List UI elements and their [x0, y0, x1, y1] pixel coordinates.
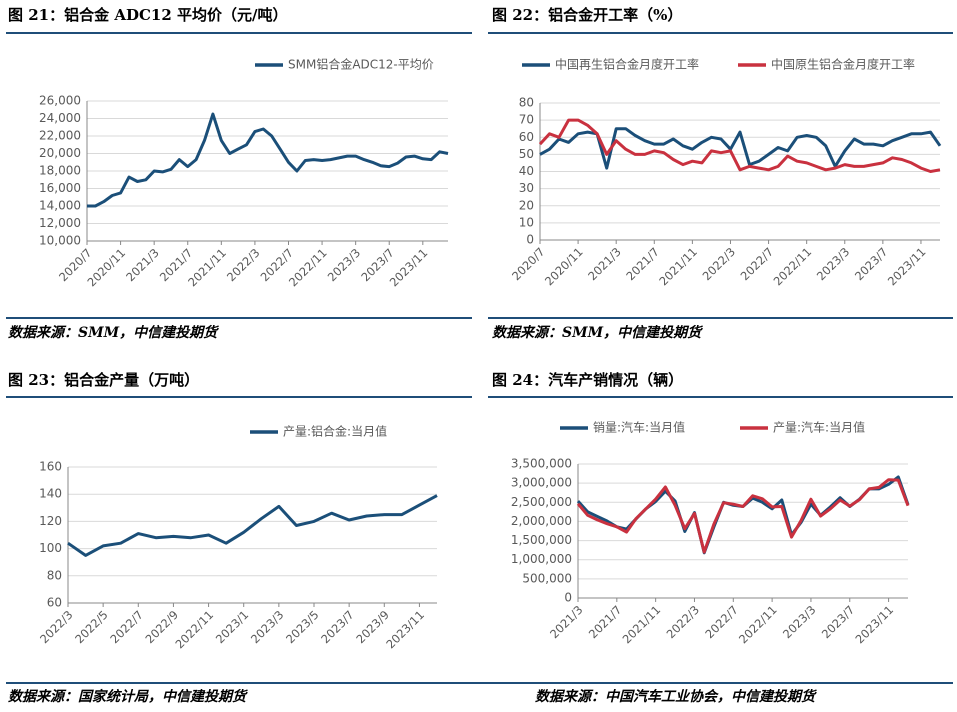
- source-note: 数据来源：中国汽车工业协会，中信建投期货: [535, 688, 817, 705]
- x-tick-label: 2021/11: [656, 245, 700, 289]
- series-line: [576, 475, 910, 555]
- y-tick-label: 80: [47, 568, 62, 582]
- y-tick-label: 140: [39, 487, 62, 501]
- x-tick-label: 2023/3: [780, 603, 819, 642]
- y-tick-label: 100: [39, 541, 62, 555]
- source-note: 数据来源：SMM，中信建投期货: [8, 324, 219, 341]
- y-tick-label: 500,000: [522, 571, 572, 585]
- y-tick-label: 3,000,000: [511, 476, 572, 490]
- source-note: 数据来源：SMM，中信建投期货: [492, 324, 703, 341]
- y-tick-label: 60: [519, 130, 534, 144]
- y-tick-label: 14,000: [39, 199, 81, 213]
- y-tick-label: 120: [39, 514, 62, 528]
- series-line: [539, 127, 942, 170]
- x-tick-label: 2021/3: [123, 246, 162, 285]
- x-tick-label: 2022/11: [172, 608, 216, 652]
- y-tick-label: 2,000,000: [511, 514, 572, 528]
- y-tick-label: 2,500,000: [511, 495, 572, 509]
- y-tick-label: 60: [47, 596, 62, 610]
- legend-label: 中国原生铝合金月度开工率: [771, 57, 915, 72]
- x-tick-label: 2022/3: [700, 245, 739, 284]
- x-tick-label: 2023/11: [383, 608, 427, 652]
- y-tick-label: 10: [519, 215, 534, 229]
- x-tick-label: 2021/3: [547, 603, 586, 642]
- source-note: 数据来源：国家统计局，中信建投期货: [8, 688, 248, 705]
- series-line: [576, 478, 910, 554]
- x-tick-label: 2023/7: [819, 603, 858, 642]
- y-tick-label: 0: [526, 233, 534, 247]
- y-tick-label: 18,000: [39, 164, 81, 178]
- y-tick-label: 50: [519, 147, 534, 161]
- y-tick-label: 20: [519, 198, 534, 212]
- x-tick-label: 2020/11: [542, 245, 586, 289]
- y-tick-label: 12,000: [39, 216, 81, 230]
- y-tick-label: 160: [39, 460, 62, 474]
- x-tick-label: 2023/3: [814, 245, 853, 284]
- y-tick-label: 26,000: [39, 94, 81, 108]
- x-tick-label: 2022/3: [224, 246, 263, 285]
- figure-title: 图 23：铝合金产量（万吨）: [8, 371, 199, 389]
- y-tick-label: 10,000: [39, 234, 81, 248]
- y-tick-label: 1,000,000: [511, 552, 572, 566]
- y-tick-label: 22,000: [39, 129, 81, 143]
- series-line: [67, 494, 438, 557]
- y-tick-label: 16,000: [39, 181, 81, 195]
- y-tick-label: 70: [519, 113, 534, 127]
- x-tick-label: 2023/3: [325, 246, 364, 285]
- x-tick-label: 2022/3: [664, 603, 703, 642]
- y-tick-label: 80: [519, 96, 534, 110]
- legend-label: 产量:铝合金:当月值: [283, 424, 387, 439]
- y-tick-label: 24,000: [39, 111, 81, 125]
- series-line: [87, 112, 449, 208]
- x-tick-label: 2022/11: [736, 603, 780, 647]
- figure-title: 图 21：铝合金 ADC12 平均价（元/吨）: [8, 6, 287, 24]
- y-tick-label: 0: [564, 591, 572, 605]
- x-tick-label: 2023/11: [852, 603, 896, 647]
- series-line: [538, 118, 941, 173]
- y-tick-label: 40: [519, 164, 534, 178]
- figure-title: 图 24：汽车产销情况（辆）: [492, 371, 683, 389]
- y-tick-label: 30: [519, 181, 534, 195]
- legend-label: 中国再生铝合金月度开工率: [555, 57, 699, 72]
- x-tick-label: 2022/5: [72, 608, 111, 647]
- x-tick-label: 2022/7: [107, 608, 146, 647]
- x-tick-label: 2023/3: [248, 608, 287, 647]
- y-tick-label: 20,000: [39, 146, 81, 160]
- x-tick-label: 2023/5: [283, 608, 322, 647]
- x-tick-label: 2021/3: [585, 245, 624, 284]
- x-tick-label: 2021/7: [586, 603, 625, 642]
- x-tick-label: 2022/3: [37, 608, 76, 647]
- x-tick-label: 2023/1: [213, 608, 252, 647]
- y-tick-label: 1,500,000: [511, 533, 572, 547]
- y-tick-label: 3,500,000: [511, 457, 572, 471]
- x-tick-label: 2023/11: [885, 245, 929, 289]
- figure-title: 图 22：铝合金开工率（%）: [492, 6, 682, 24]
- x-tick-label: 2022/7: [702, 603, 741, 642]
- x-tick-label: 2022/11: [771, 245, 815, 289]
- legend-label: 产量:汽车:当月值: [773, 420, 865, 435]
- legend-label: 销量:汽车:当月值: [593, 420, 685, 435]
- x-tick-label: 2023/7: [318, 608, 357, 647]
- x-tick-label: 2021/11: [620, 603, 664, 647]
- legend-label: SMM铝合金ADC12-平均价: [288, 57, 434, 72]
